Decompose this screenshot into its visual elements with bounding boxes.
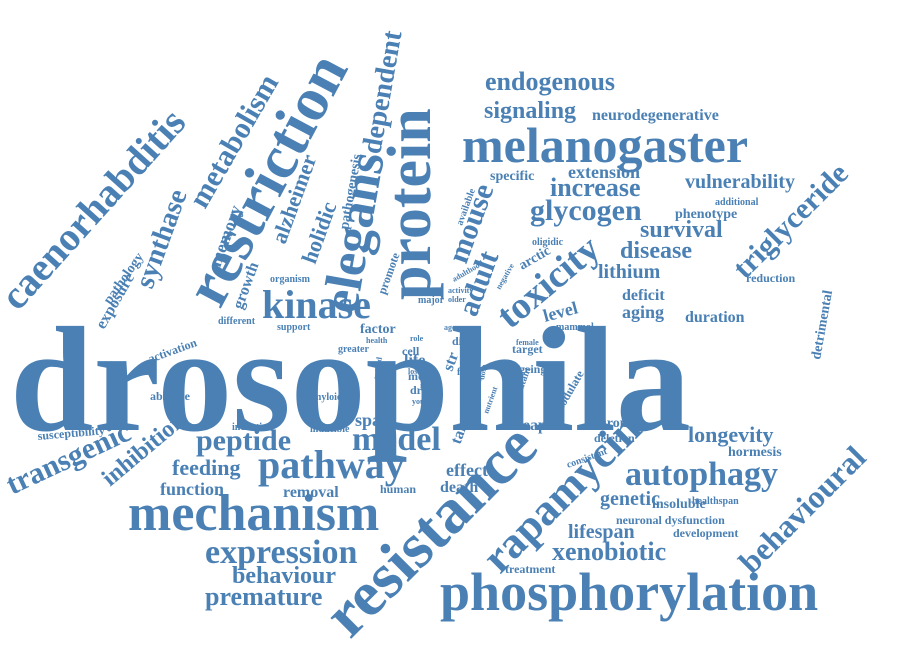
cloud-word-deletion: deletion: [594, 431, 635, 445]
cloud-word-removal: removal: [283, 484, 339, 501]
cloud-word-peptide: peptide: [196, 424, 291, 457]
cloud-word-life: life: [404, 352, 425, 369]
cloud-word-lithium: lithium: [598, 261, 661, 283]
cloud-word-model: model: [352, 421, 441, 458]
cloud-word-insoluble: insoluble: [652, 497, 706, 512]
cloud-word-different: different: [218, 316, 256, 327]
cloud-word-drug: drug: [410, 383, 435, 397]
cloud-word-feeding: feeding: [172, 455, 240, 480]
cloud-word-neurodegenerative: neurodegenerative: [592, 107, 719, 124]
cloud-word-healthspan: healthspan: [692, 496, 739, 507]
cloud-word-development: development: [673, 526, 738, 540]
cloud-word-mammal: mammal: [556, 322, 594, 333]
cloud-word-extend: extend: [371, 356, 384, 380]
cloud-word-increase: increase: [550, 173, 641, 202]
cloud-word-inducible: inducible: [310, 424, 350, 435]
cloud-word-xenobiotic: xenobiotic: [552, 537, 666, 566]
cloud-word-premature: premature: [205, 582, 322, 611]
cloud-word-female: female: [516, 338, 539, 347]
cloud-word-ageing: ageing: [513, 362, 546, 376]
cloud-word-induction: induction: [232, 422, 273, 433]
cloud-word-protein: protein: [376, 108, 444, 300]
cloud-word-activity: activity: [448, 286, 473, 295]
cloud-word-str: str: [440, 350, 462, 373]
cloud-word-amyloid: amyloid: [308, 392, 343, 403]
cloud-word-specific: specific: [490, 169, 534, 184]
cloud-word-survival: survival: [640, 217, 723, 243]
cloud-word-extension: extension: [568, 162, 640, 182]
cloud-word-result: result: [420, 381, 440, 390]
cloud-word-melanogaster: melanogaster: [462, 117, 748, 173]
cloud-word-signaling: signaling: [484, 98, 576, 124]
cloud-word-factor: factor: [360, 322, 396, 337]
cloud-word-death: death: [440, 479, 478, 496]
cloud-word-deficit: deficit: [622, 287, 665, 304]
cloud-word-autophagy: autophagy: [625, 456, 778, 493]
cloud-word-fly: fly: [470, 365, 479, 374]
cloud-word-target: target: [512, 342, 543, 356]
cloud-word-hormesis: hormesis: [728, 445, 782, 460]
cloud-word-dose: dose: [477, 363, 489, 380]
cloud-word-vulnerability: vulnerability: [685, 171, 795, 193]
cloud-word-more: more: [408, 369, 435, 383]
cloud-word-duration: duration: [685, 309, 745, 326]
cloud-word-kinase: kinase: [262, 282, 371, 327]
cloud-word-phosphorylation: phosphorylation: [440, 562, 818, 622]
cloud-word-keap: keap: [514, 417, 547, 434]
cloud-word-disease: disease: [620, 238, 692, 264]
cloud-word-behaviour: behaviour: [232, 563, 336, 589]
cloud-word-greater: greater: [338, 344, 369, 355]
cloud-word-phenotype: phenotype: [675, 207, 737, 222]
cloud-word-human: human: [380, 482, 416, 496]
cloud-word-role: role: [410, 334, 424, 343]
cloud-word-soluble: soluble: [385, 367, 398, 393]
cloud-word-mechanism: mechanism: [128, 485, 379, 542]
cloud-word-longevity: longevity: [688, 422, 774, 447]
cloud-word-older: older: [448, 295, 466, 304]
cloud-word-susceptibility: susceptibility: [37, 423, 105, 443]
cloud-word-genetic: genetic: [600, 488, 660, 510]
cloud-word-function: function: [160, 479, 224, 499]
cloud-word-reduction: reduction: [746, 271, 795, 285]
cloud-word-pathway: pathway: [258, 442, 405, 487]
cloud-word-treatment: treatment: [505, 562, 555, 576]
cloud-word-effect: effect: [446, 460, 488, 480]
cloud-word-absence: absence: [150, 389, 191, 403]
cloud-word-young: young: [412, 397, 433, 406]
cloud-word-oligidic: oligidic: [532, 237, 564, 248]
cloud-word-cell: cell: [402, 344, 420, 358]
cloud-word-drosophila: drosophila: [10, 297, 691, 463]
cloud-word-aging: aging: [622, 302, 664, 322]
cloud-word-food: food: [457, 367, 476, 378]
cloud-word-diet: diet: [452, 334, 471, 348]
cloud-word-expression: expression: [205, 534, 357, 571]
cloud-word-organism: organism: [270, 274, 311, 285]
cloud-word-health: health: [366, 336, 388, 345]
cloud-word-loss: loss: [408, 367, 420, 376]
cloud-word-major: major: [418, 295, 445, 306]
cloud-word-neuronal-dysfunction: neuronal dysfunction: [616, 513, 725, 527]
cloud-word-age: age: [444, 323, 456, 332]
cloud-word-lifespan: lifespan: [568, 521, 635, 543]
cloud-word-neuron: neuron: [585, 416, 628, 431]
cloud-word-additional: additional: [715, 197, 759, 208]
cloud-word-support: support: [277, 322, 311, 333]
cloud-word-span: span: [355, 410, 391, 430]
cloud-word-glycogen: glycogen: [530, 194, 642, 227]
cloud-word-endogenous: endogenous: [485, 67, 615, 96]
cloud-word-detrimental: detrimental: [809, 289, 836, 361]
